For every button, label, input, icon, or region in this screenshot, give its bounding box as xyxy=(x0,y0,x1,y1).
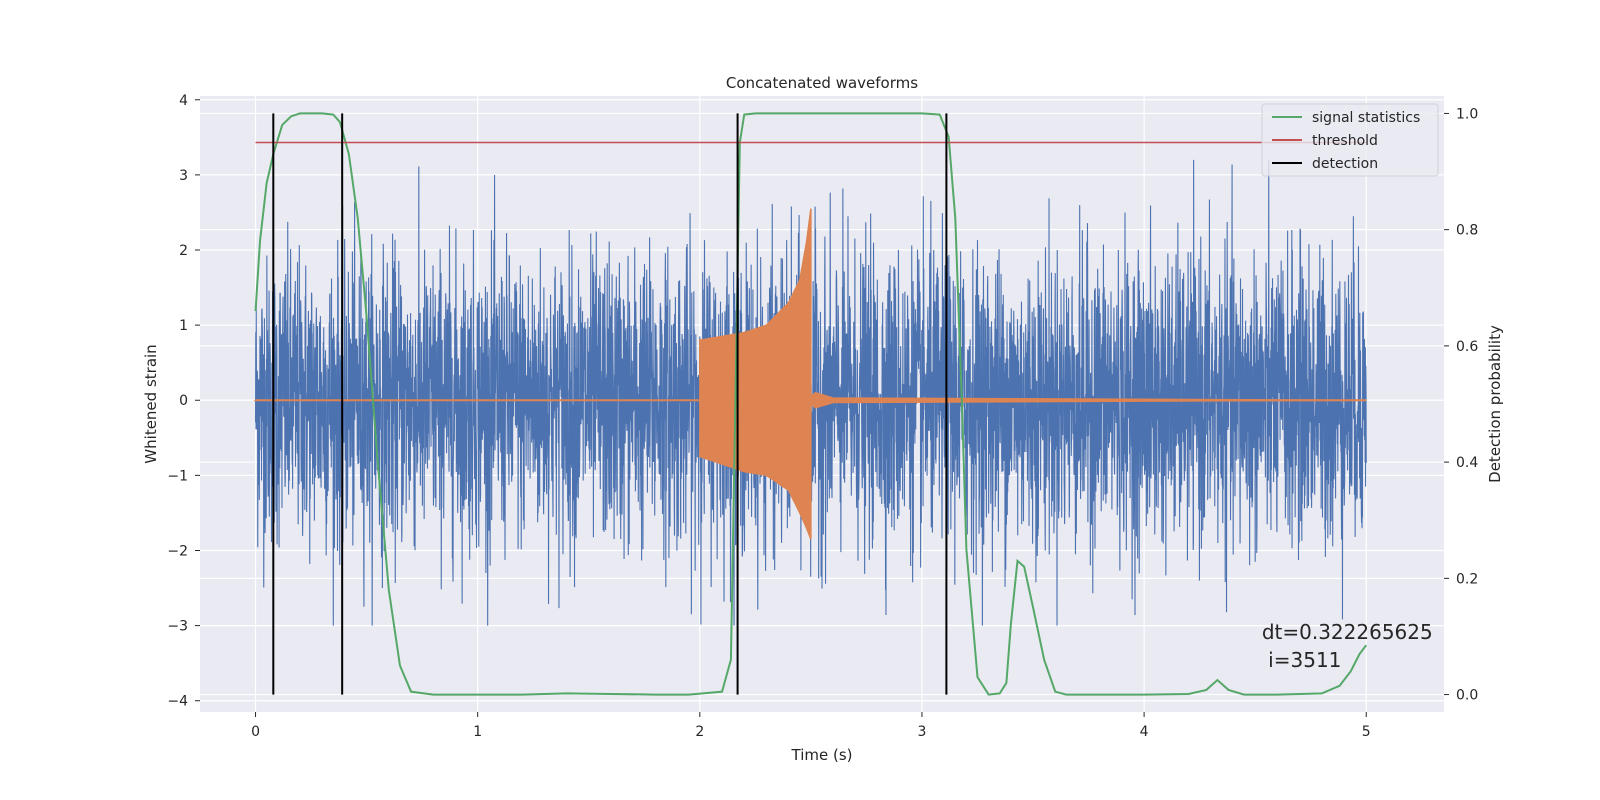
chart-title: Concatenated waveforms xyxy=(726,74,918,92)
y2-tick-label: 0.2 xyxy=(1456,571,1478,587)
y2-tick-label: 0.6 xyxy=(1456,339,1478,355)
y-tick-label: −3 xyxy=(167,619,188,635)
y2-tick-label: 1.0 xyxy=(1456,106,1478,122)
x-tick-label: 0 xyxy=(251,724,260,740)
y2-axis-label: Detection probability xyxy=(1486,325,1504,483)
legend-label-signal-statistics: signal statistics xyxy=(1312,110,1420,126)
x-tick-label: 2 xyxy=(695,724,704,740)
y-tick-label: −1 xyxy=(167,468,188,484)
y2-axis-ticks: 0.0 0.2 0.4 0.6 0.8 1.0 xyxy=(1444,106,1478,704)
injection-series xyxy=(253,208,1367,540)
y-axis-label: Whitened strain xyxy=(142,344,160,463)
x-axis-label: Time (s) xyxy=(791,746,853,764)
legend-box xyxy=(1261,103,1439,177)
y-tick-label: −2 xyxy=(167,543,188,559)
annotation-i: i=3511 xyxy=(1262,648,1342,672)
y-tick-label: 3 xyxy=(179,168,188,184)
x-tick-label: 1 xyxy=(473,724,482,740)
injection-envelope xyxy=(253,208,1367,540)
y2-tick-label: 0.8 xyxy=(1456,223,1478,239)
x-axis-ticks: 0 1 2 3 4 5 xyxy=(251,712,1371,740)
detection-lines xyxy=(272,113,948,695)
y-tick-label: 1 xyxy=(179,318,188,334)
y-tick-label: 4 xyxy=(179,93,188,109)
annotation-dt: dt=0.322265625 xyxy=(1262,620,1433,644)
legend-label-threshold: threshold xyxy=(1312,133,1378,149)
x-tick-label: 5 xyxy=(1362,724,1371,740)
x-tick-label: 4 xyxy=(1140,724,1149,740)
y-tick-label: 0 xyxy=(179,393,188,409)
y2-tick-label: 0.4 xyxy=(1456,455,1478,471)
x-tick-label: 3 xyxy=(918,724,927,740)
y2-tick-label: 0.0 xyxy=(1456,688,1478,704)
y-axis-ticks: −4 −3 −2 −1 0 1 2 3 4 xyxy=(167,93,200,710)
legend: signal statistics threshold detection xyxy=(1261,103,1439,177)
legend-label-detection: detection xyxy=(1312,156,1378,172)
y-tick-label: 2 xyxy=(179,243,188,259)
y-tick-label: −4 xyxy=(167,694,188,710)
